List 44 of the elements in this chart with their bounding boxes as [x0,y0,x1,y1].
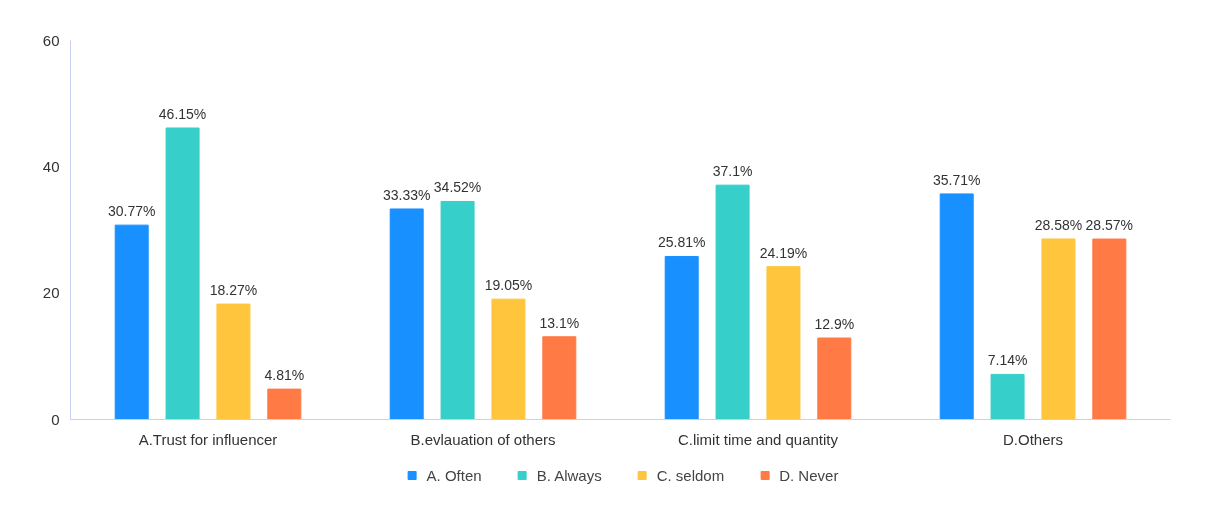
data-label: 34.52% [433,179,482,196]
data-label: 13.1% [539,314,580,331]
x-tick-label: B.evlauation of others [410,430,556,448]
bar [817,337,852,420]
data-label: 4.81% [264,367,305,384]
bar [1092,238,1127,420]
bar [440,200,475,420]
bar [939,193,974,420]
legend-label: B. Always [536,466,602,484]
bar [216,303,251,420]
data-label: 46.15% [158,105,207,122]
data-label: 33.33% [382,186,431,203]
data-label: 12.9% [814,316,855,333]
y-tick-label: 20 [42,284,60,302]
legend-label: C. seldom [656,466,725,484]
bar [491,298,526,420]
bar [267,388,302,420]
bar [1041,238,1076,420]
data-label: 30.77% [107,203,156,220]
bar [389,208,424,420]
data-label: 28.57% [1085,217,1134,234]
bar [542,336,577,420]
data-label: 24.19% [759,244,808,261]
x-tick-label: A.Trust for influencer [138,430,278,448]
bar [990,373,1025,420]
data-label: 25.81% [657,234,706,251]
bar [715,184,750,420]
data-label: 18.27% [209,282,258,299]
y-tick-label: 60 [42,31,60,49]
bar [664,255,699,420]
bar [114,224,149,420]
data-label: 7.14% [987,352,1028,369]
legend-label: D. Never [779,466,839,484]
y-tick-label: 0 [51,410,60,428]
bar [165,127,200,420]
x-tick-label: D.Others [1002,430,1064,448]
y-tick-label: 40 [42,157,60,175]
data-label: 19.05% [484,277,533,294]
bar [766,266,801,420]
data-label: 28.58% [1034,216,1083,233]
data-label: 37.1% [712,163,753,180]
x-tick-label: C.limit time and quantity [677,430,839,448]
legend-label: A. Often [426,466,482,484]
data-label: 35.71% [932,171,981,188]
